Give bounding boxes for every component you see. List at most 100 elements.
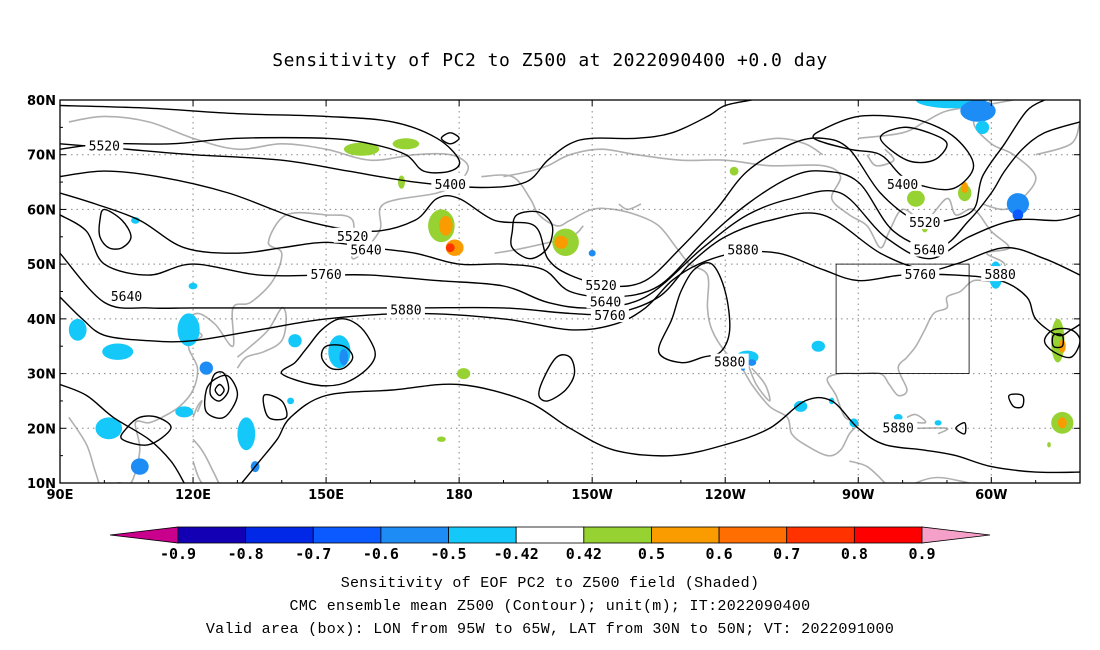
- coastline: [481, 148, 1010, 457]
- contour-label-text: 5520: [89, 140, 120, 155]
- sensitivity-patch: [456, 368, 471, 380]
- colorbar-swatch: [245, 526, 314, 544]
- contour-loop: [320, 344, 354, 371]
- colorbar-swatch: [583, 526, 652, 544]
- lon-label: 150W: [571, 488, 612, 503]
- contour-label-text: 5880: [714, 356, 745, 371]
- lon-label: 90W: [842, 488, 874, 503]
- sensitivity-patch: [343, 142, 380, 156]
- lon-label: 90E: [47, 488, 74, 503]
- contour-line: [60, 121, 1080, 298]
- sensitivity-patch: [1012, 209, 1024, 221]
- coastlines: [68, 100, 1080, 483]
- contour-label-text: 5640: [350, 244, 381, 259]
- sensitivity-patch: [961, 182, 969, 193]
- contour-label: 5640: [910, 241, 949, 259]
- sensitivity-patch: [554, 235, 568, 249]
- colorbar-low-triangle: [109, 526, 179, 544]
- contour-loop: [98, 208, 132, 250]
- sensitivity-patch: [130, 458, 149, 475]
- lat-label: 20N: [27, 422, 56, 437]
- contour-label-background: [910, 241, 949, 257]
- contour-label: 5880: [710, 353, 749, 371]
- contour-loop: [1043, 327, 1080, 359]
- contour-label-text: 5880: [727, 244, 758, 259]
- sensitivity-patch: [811, 340, 825, 352]
- contour-label-background: [710, 353, 749, 369]
- contour-loop: [510, 210, 554, 260]
- sensitivity-patch: [975, 120, 990, 134]
- sensitivity-patch: [445, 243, 455, 253]
- lon-label: 120W: [704, 488, 745, 503]
- sensitivity-patch: [199, 361, 213, 375]
- contour-label-text: 5520: [909, 216, 940, 231]
- sensitivity-patch: [188, 282, 198, 290]
- contour-label-background: [386, 301, 425, 317]
- contour-label-background: [307, 266, 346, 282]
- contour-label-background: [347, 241, 385, 257]
- contour-line: [241, 383, 1080, 483]
- lat-label: 70N: [27, 149, 56, 164]
- contour-loop: [440, 132, 460, 145]
- contour-line: [60, 250, 1080, 343]
- contour-label-text: 5640: [111, 290, 142, 305]
- contour-loop: [1051, 333, 1065, 349]
- colorbar-swatch: [380, 526, 449, 544]
- contour-loop: [262, 393, 288, 421]
- sensitivity-patch: [934, 420, 942, 426]
- contour-label-background: [107, 288, 146, 303]
- contour-label: 5640: [107, 288, 146, 305]
- sensitivity-patch: [68, 318, 87, 341]
- contour-label-background: [905, 214, 944, 230]
- sensitivity-patch: [893, 414, 903, 421]
- contour-line: [60, 100, 1045, 288]
- contour-label-background: [85, 137, 124, 153]
- lon-label: 180: [446, 488, 473, 503]
- coastline: [742, 137, 824, 156]
- sensitivity-patch: [177, 313, 200, 347]
- contour-label-text: 5880: [390, 304, 421, 319]
- contour-line: [60, 212, 1080, 316]
- sensitivity-shading: [68, 100, 1074, 475]
- contour-label-background: [883, 175, 922, 191]
- contour-label: 5880: [386, 301, 425, 319]
- lat-label: 10N: [27, 477, 56, 492]
- sensitivity-patch: [793, 400, 808, 412]
- contour-label-background: [879, 419, 918, 435]
- contour-loop: [812, 114, 975, 191]
- sensitivity-patch: [437, 436, 446, 442]
- sensitivity-patch: [95, 417, 123, 440]
- z500-contours: [60, 100, 1080, 483]
- coastline: [236, 306, 288, 369]
- colorbar-label: -0.9: [160, 545, 196, 563]
- contour-loop: [209, 371, 230, 402]
- valid-area-rectangle: [835, 263, 970, 374]
- contour-loop: [214, 383, 225, 397]
- colorbar-label: 0.42: [566, 545, 602, 563]
- sensitivity-patch: [1057, 417, 1067, 429]
- coastline: [192, 399, 203, 418]
- contour-loop: [657, 262, 731, 364]
- colorbar-swatch: [448, 526, 517, 544]
- colorbar-label: -0.8: [228, 545, 264, 563]
- contour-label-text: 5520: [337, 230, 368, 245]
- sensitivity-patch: [960, 100, 996, 122]
- sensitivity-patch: [328, 335, 351, 369]
- colorbar-label: -0.5: [430, 545, 466, 563]
- sensitivity-patch: [102, 343, 134, 360]
- contour-label: 5760: [901, 266, 940, 283]
- colorbar-label: 0.7: [773, 545, 800, 563]
- sensitivity-patch: [1047, 442, 1051, 448]
- lat-label: 80N: [27, 94, 56, 109]
- contour-label-text: 5880: [883, 421, 914, 436]
- sensitivity-patch: [237, 417, 256, 451]
- lat-label: 40N: [27, 313, 56, 328]
- sensitivity-patch: [907, 190, 925, 207]
- contour-label: 5640: [347, 241, 385, 259]
- contour-label: 5760: [590, 307, 629, 324]
- contour-label: 5880: [981, 266, 1020, 283]
- contour-label-text: 5400: [435, 178, 466, 193]
- contour-label: 5880: [879, 419, 918, 436]
- sensitivity-patch: [398, 175, 405, 189]
